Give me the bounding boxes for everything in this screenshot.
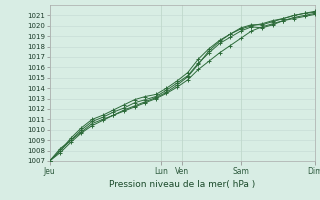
X-axis label: Pression niveau de la mer( hPa ): Pression niveau de la mer( hPa ) <box>109 180 256 189</box>
